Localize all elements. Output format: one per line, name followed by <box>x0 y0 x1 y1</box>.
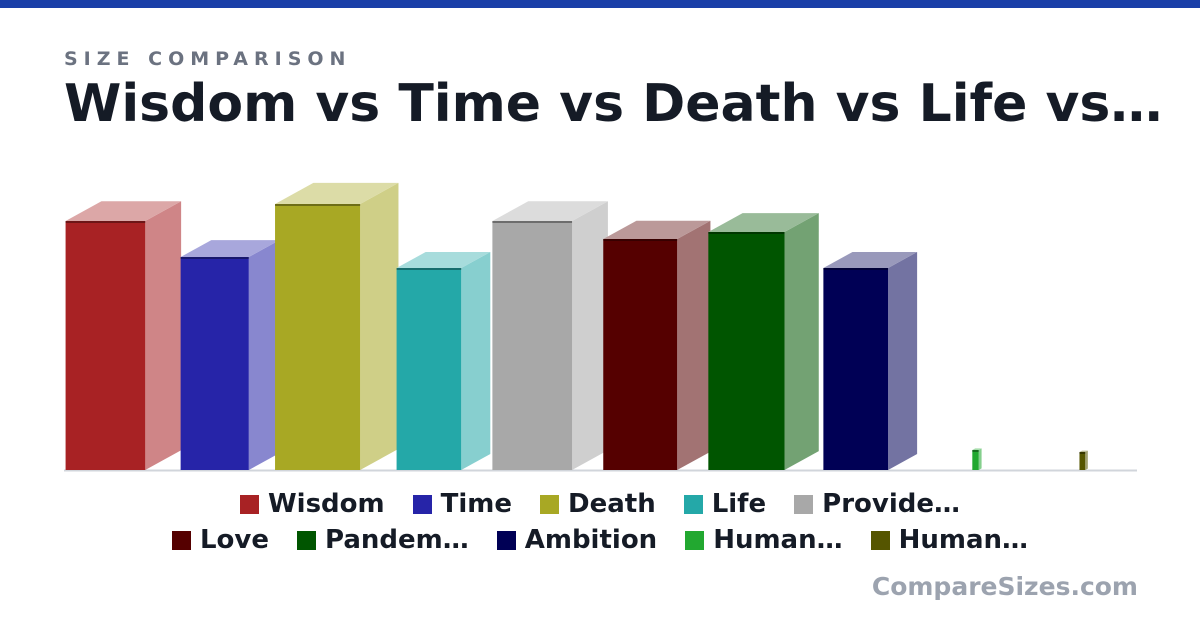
legend-item: Ambition <box>496 525 658 555</box>
legend-item: Death <box>540 489 656 519</box>
bar <box>972 450 979 470</box>
bar <box>708 232 785 470</box>
legend-item: Wisdom <box>239 489 385 519</box>
legend-item: Human… <box>870 525 1029 555</box>
bar-top <box>492 201 608 221</box>
legend-label: Love <box>199 525 269 555</box>
legend-label: Wisdom <box>267 489 385 519</box>
bar-top <box>708 213 819 232</box>
legend-item: Life <box>683 489 767 519</box>
chart-title: Wisdom vs Time vs Death vs Life vs… <box>64 74 1163 134</box>
bar <box>492 221 573 470</box>
legend-swatch <box>683 494 703 514</box>
bar-side <box>888 252 918 470</box>
bar <box>1079 452 1086 470</box>
bar <box>396 268 462 470</box>
bar-top <box>180 240 280 257</box>
bar <box>275 204 361 470</box>
legend-swatch <box>496 530 516 550</box>
bar-side <box>145 201 182 470</box>
bar-top <box>823 252 918 268</box>
bar <box>603 239 678 470</box>
legend-item: Provide… <box>794 489 960 519</box>
bar-side <box>677 220 711 470</box>
bar <box>180 257 249 470</box>
kicker: SIZE COMPARISON <box>64 48 352 70</box>
bar-side <box>360 182 399 470</box>
footer: CompareSizes.com <box>871 572 1138 601</box>
bar-side <box>461 252 491 470</box>
legend-swatch <box>239 494 259 514</box>
legend-label: Human… <box>898 525 1029 555</box>
legend-swatch <box>296 530 316 550</box>
bar-side <box>248 240 280 470</box>
bar-side <box>784 213 819 471</box>
top-bar <box>0 0 1200 8</box>
bar <box>823 268 889 470</box>
legend-item: Time <box>412 489 512 519</box>
legend-label: Life <box>711 489 767 519</box>
legend-label: Human… <box>713 525 843 555</box>
legend-item: Human… <box>685 525 843 555</box>
bar-top <box>275 182 399 204</box>
legend-label: Provide… <box>822 489 960 519</box>
legend-swatch <box>870 530 890 550</box>
bar-side <box>572 201 608 470</box>
legend-swatch <box>412 494 432 514</box>
legend-label: Time <box>440 489 512 519</box>
bar-top <box>1079 450 1088 452</box>
bar-top <box>396 252 491 268</box>
legend-row: Love Pandem… Ambition Human… Human… <box>0 522 1200 558</box>
bar-top <box>603 220 711 239</box>
bar-top <box>972 448 982 450</box>
legend-row: Wisdom Time Death Life Provide… <box>0 486 1200 522</box>
bar-side <box>1085 450 1088 470</box>
legend: Wisdom Time Death Life Provide… Love Pandem… Am… <box>0 486 1200 558</box>
legend-label: Ambition <box>524 525 658 555</box>
legend-swatch <box>685 530 705 550</box>
legend-item: Pandem… <box>296 525 469 555</box>
bar-side <box>978 448 982 470</box>
bar-top <box>65 201 182 221</box>
legend-swatch <box>794 494 814 514</box>
legend-label: Death <box>568 489 656 519</box>
legend-swatch <box>171 530 191 550</box>
legend-swatch <box>540 494 559 514</box>
bar <box>65 221 146 470</box>
legend-label: Pandem… <box>324 525 469 555</box>
legend-item: Love <box>171 525 269 555</box>
